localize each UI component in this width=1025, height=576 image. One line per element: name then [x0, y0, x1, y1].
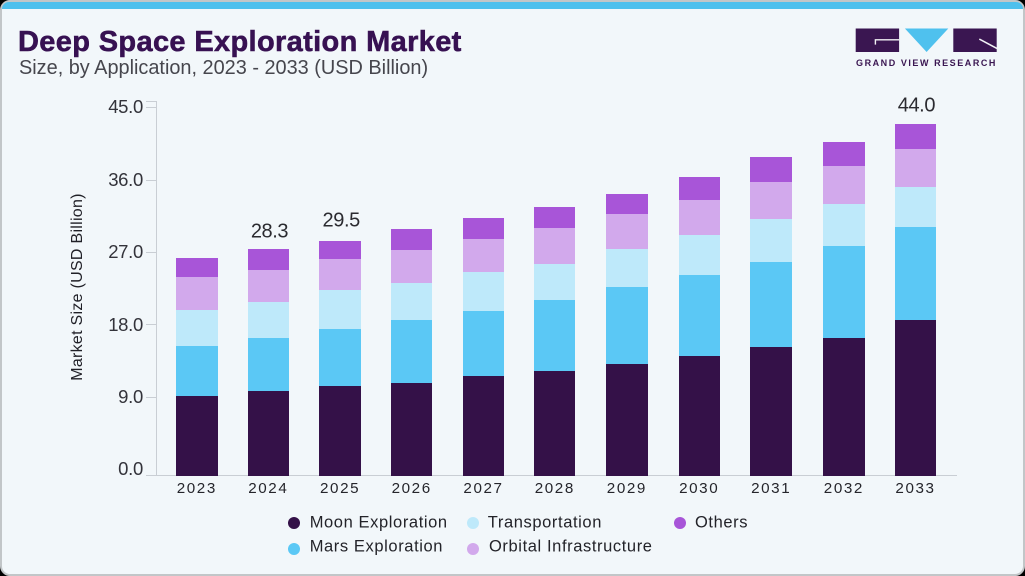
svg-text:GRAND VIEW RESEARCH: GRAND VIEW RESEARCH	[856, 58, 997, 68]
